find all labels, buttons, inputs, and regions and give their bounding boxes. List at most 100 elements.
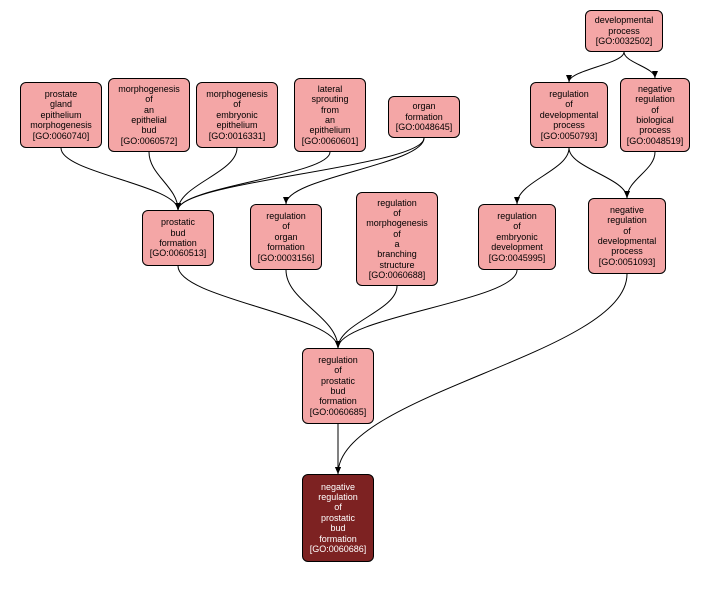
node-label-line: [GO:0060685]: [310, 407, 367, 417]
node-label-line: of: [513, 221, 521, 231]
node-label-line: [GO:0060688]: [369, 270, 426, 280]
node-label-line: epithelial: [131, 115, 167, 125]
edge: [338, 286, 397, 348]
node-label-line: a: [394, 239, 399, 249]
node-label-line: [GO:0045995]: [489, 253, 546, 263]
edge: [569, 52, 624, 82]
node-label-line: developmental: [598, 236, 657, 246]
node-label-line: regulation: [377, 198, 417, 208]
node-label-line: [GO:0003156]: [258, 253, 315, 263]
node-label-line: negative: [610, 205, 644, 215]
edge: [517, 148, 569, 204]
node-label-line: of: [393, 208, 401, 218]
node-label-line: regulation: [318, 355, 358, 365]
edge: [624, 52, 655, 78]
node-label-line: biological: [636, 115, 674, 125]
node-label-line: [GO:0016331]: [209, 131, 266, 141]
node-label-line: gland: [50, 99, 72, 109]
node-label-line: process: [553, 120, 585, 130]
node-label-line: sprouting: [311, 94, 348, 104]
node-label-line: regulation: [318, 492, 358, 502]
node-label-line: [GO:0051093]: [599, 257, 656, 267]
node-label-line: formation: [319, 396, 357, 406]
node-label-line: epithelium: [40, 110, 81, 120]
edge: [178, 148, 237, 210]
node-label-line: [GO:0060513]: [150, 248, 207, 258]
node-label-line: morphogenesis: [366, 218, 428, 228]
node-label-line: organ: [412, 101, 435, 111]
node-label-line: bud: [330, 523, 345, 533]
node-label-line: bud: [330, 386, 345, 396]
node-reg_emb_dev: regulationofembryonicdevelopment[GO:0045…: [478, 204, 556, 270]
node-emb_epi_morph: morphogenesisofembryonicepithelium[GO:00…: [196, 82, 278, 148]
node-label-line: [GO:0060686]: [310, 544, 367, 554]
node-label-line: formation: [267, 242, 305, 252]
node-label-line: [GO:0032502]: [596, 36, 653, 46]
node-label-line: regulation: [266, 211, 306, 221]
node-label-line: [GO:0060601]: [302, 136, 359, 146]
node-label-line: embryonic: [496, 232, 538, 242]
edge: [61, 148, 178, 210]
node-reg_dev_proc: regulationofdevelopmentalprocess[GO:0050…: [530, 82, 608, 148]
edge: [178, 266, 338, 348]
node-label-line: developmental: [540, 110, 599, 120]
node-label-line: prostatic: [161, 217, 195, 227]
node-epi_bud_morph: morphogenesisofanepithelialbud[GO:006057…: [108, 78, 190, 152]
node-label-line: process: [608, 26, 640, 36]
node-label-line: [GO:0060572]: [121, 136, 178, 146]
node-label-line: epithelium: [309, 125, 350, 135]
node-label-line: of: [623, 226, 631, 236]
node-label-line: development: [491, 242, 543, 252]
node-label-line: of: [334, 502, 342, 512]
node-label-line: formation: [405, 112, 443, 122]
node-reg_prost_bud: regulationofprostaticbudformation[GO:006…: [302, 348, 374, 424]
node-label-line: formation: [319, 534, 357, 544]
edge: [569, 148, 627, 198]
node-label-line: developmental: [595, 15, 654, 25]
node-label-line: of: [145, 94, 153, 104]
node-label-line: [GO:0050793]: [541, 131, 598, 141]
node-reg_morph_branch: regulationofmorphogenesisofabranchingstr…: [356, 192, 438, 286]
node-label-line: organ: [274, 232, 297, 242]
node-label-line: process: [639, 125, 671, 135]
node-label-line: epithelium: [216, 120, 257, 130]
node-label-line: an: [144, 105, 154, 115]
node-neg_reg_prost: negativeregulationofprostaticbudformatio…: [302, 474, 374, 562]
edge: [149, 152, 178, 210]
edge: [178, 152, 330, 210]
node-label-line: [GO:0060740]: [33, 131, 90, 141]
node-label-line: morphogenesis: [118, 84, 180, 94]
node-label-line: of: [233, 99, 241, 109]
node-label-line: negative: [638, 84, 672, 94]
node-lateral_sprout: lateralsproutingfromanepithelium[GO:0060…: [294, 78, 366, 152]
edge: [627, 152, 655, 198]
node-label-line: lateral: [318, 84, 343, 94]
node-label-line: bud: [170, 228, 185, 238]
node-neg_reg_dev: negativeregulationofdevelopmentalprocess…: [588, 198, 666, 274]
edge: [286, 270, 338, 348]
node-label-line: from: [321, 105, 339, 115]
node-label-line: structure: [379, 260, 414, 270]
node-label-line: prostatic: [321, 376, 355, 386]
node-label-line: prostate: [45, 89, 78, 99]
node-label-line: of: [565, 99, 573, 109]
node-label-line: regulation: [635, 94, 675, 104]
node-label-line: regulation: [497, 211, 537, 221]
node-label-line: bud: [141, 125, 156, 135]
node-label-line: [GO:0048645]: [396, 122, 453, 132]
node-label-line: process: [611, 246, 643, 256]
node-organ_form: organformation[GO:0048645]: [388, 96, 460, 138]
node-neg_reg_bio: negativeregulationofbiologicalprocess[GO…: [620, 78, 690, 152]
node-pge_morph: prostateglandepitheliummorphogenesis[GO:…: [20, 82, 102, 148]
node-label-line: regulation: [549, 89, 589, 99]
node-dev_proc: developmentalprocess[GO:0032502]: [585, 10, 663, 52]
node-label-line: [GO:0048519]: [627, 136, 684, 146]
node-label-line: of: [334, 365, 342, 375]
node-label-line: an: [325, 115, 335, 125]
node-label-line: of: [393, 229, 401, 239]
node-label-line: morphogenesis: [30, 120, 92, 130]
node-label-line: of: [651, 105, 659, 115]
node-label-line: regulation: [607, 215, 647, 225]
node-reg_organ_form: regulationoforganformation[GO:0003156]: [250, 204, 322, 270]
node-prostatic_bud: prostaticbudformation[GO:0060513]: [142, 210, 214, 266]
